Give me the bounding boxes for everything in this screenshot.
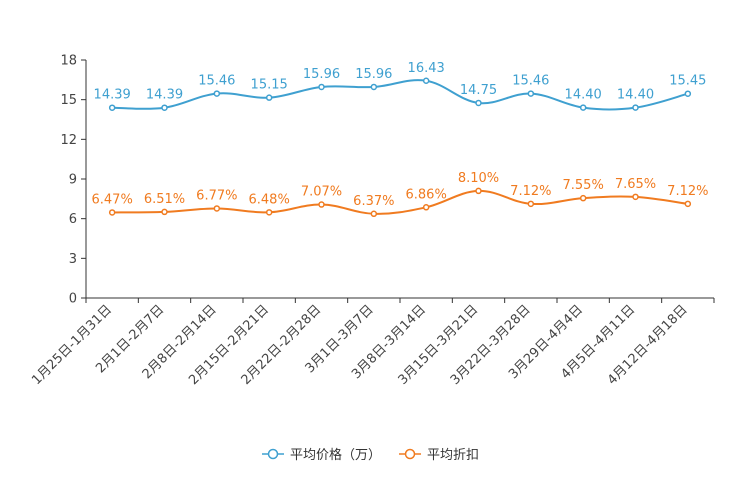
data-label-discount: 6.77% — [196, 188, 237, 203]
legend-item-discount[interactable]: 平均折扣 — [399, 448, 479, 463]
data-point-price[interactable] — [108, 104, 116, 111]
data-point-price[interactable] — [579, 104, 587, 111]
data-label-price: 14.75 — [460, 83, 497, 98]
data-point-discount[interactable] — [632, 193, 639, 201]
data-label-price: 15.96 — [303, 67, 340, 82]
data-label-discount: 6.47% — [92, 192, 133, 207]
data-point-price[interactable] — [213, 90, 221, 97]
data-point-price[interactable] — [632, 104, 639, 111]
data-label-discount: 7.65% — [615, 177, 656, 192]
data-label-price: 14.40 — [617, 88, 654, 103]
data-label-discount: 7.12% — [510, 184, 551, 199]
data-point-discount[interactable] — [161, 208, 168, 216]
y-tick-label: 6 — [69, 212, 77, 227]
data-label-discount: 8.10% — [458, 171, 499, 186]
data-label-discount: 6.48% — [249, 192, 290, 207]
data-point-price[interactable] — [475, 99, 482, 107]
y-axis: 0 3 6 9 12 15 18 — [60, 54, 87, 307]
legend-item-price[interactable]: 平均价格（万） — [262, 447, 381, 463]
data-point-discount[interactable] — [422, 204, 430, 211]
data-label-price: 14.39 — [94, 88, 131, 103]
data-point-price[interactable] — [318, 83, 325, 91]
series-layer: 14.39 14.39 15.46 15.15 15.96 15.96 16.43 14.75… — [92, 61, 708, 218]
data-point-discount[interactable] — [370, 210, 378, 218]
data-label-price: 14.39 — [146, 88, 183, 103]
y-tick-label: 9 — [69, 173, 77, 188]
data-point-price[interactable] — [370, 83, 378, 91]
legend-label: 平均折扣 — [427, 448, 479, 463]
y-tick-label: 12 — [60, 133, 77, 148]
legend[interactable]: 平均价格（万） 平均折扣 — [262, 447, 479, 463]
data-label-discount: 6.51% — [144, 192, 185, 207]
data-label-price: 15.15 — [251, 78, 288, 93]
data-point-discount[interactable] — [108, 209, 116, 216]
data-point-discount[interactable] — [527, 200, 535, 208]
legend-marker-icon — [267, 448, 279, 460]
data-point-discount[interactable] — [475, 187, 482, 195]
y-tick-label: 18 — [60, 54, 77, 69]
data-label-discount: 7.55% — [563, 178, 604, 193]
data-label-price: 16.43 — [408, 61, 445, 76]
data-point-discount[interactable] — [265, 209, 273, 216]
y-tick-label: 15 — [60, 93, 77, 108]
data-label-discount: 6.86% — [406, 187, 447, 202]
data-label-price: 14.40 — [565, 88, 602, 103]
y-tick-label: 3 — [69, 252, 77, 267]
data-label-discount: 6.37% — [353, 194, 394, 209]
data-label-price: 15.46 — [512, 74, 549, 89]
data-label-discount: 7.07% — [301, 185, 342, 200]
data-point-discount[interactable] — [318, 201, 325, 208]
series-price: 14.39 14.39 15.46 15.15 15.96 15.96 16.43 14.75… — [94, 61, 706, 111]
series-line-discount — [112, 189, 688, 215]
series-line-price — [112, 79, 689, 111]
data-label-price: 15.96 — [355, 67, 392, 82]
data-point-discount[interactable] — [684, 200, 692, 208]
data-point-price[interactable] — [527, 90, 535, 97]
data-point-discount[interactable] — [579, 194, 587, 202]
legend-marker-icon — [404, 448, 416, 460]
data-label-discount: 7.12% — [667, 184, 708, 199]
x-axis: 1月25日-1月31日2月1日-2月7日2月8日-2月14日2月15日-2月21… — [29, 297, 715, 388]
data-point-price[interactable] — [161, 104, 168, 111]
y-tick-label: 0 — [69, 292, 77, 307]
data-label-price: 15.45 — [669, 74, 706, 89]
series-discount: 6.47% 6.51% 6.77% 6.48% 7.07% 6.37% 6.86% 8.10%… — [92, 171, 708, 218]
data-point-price[interactable] — [422, 77, 430, 85]
data-point-discount[interactable] — [213, 205, 221, 212]
data-point-price[interactable] — [684, 90, 692, 97]
data-point-price[interactable] — [265, 94, 273, 101]
legend-label: 平均价格（万） — [290, 447, 381, 463]
data-label-price: 15.46 — [198, 74, 235, 89]
